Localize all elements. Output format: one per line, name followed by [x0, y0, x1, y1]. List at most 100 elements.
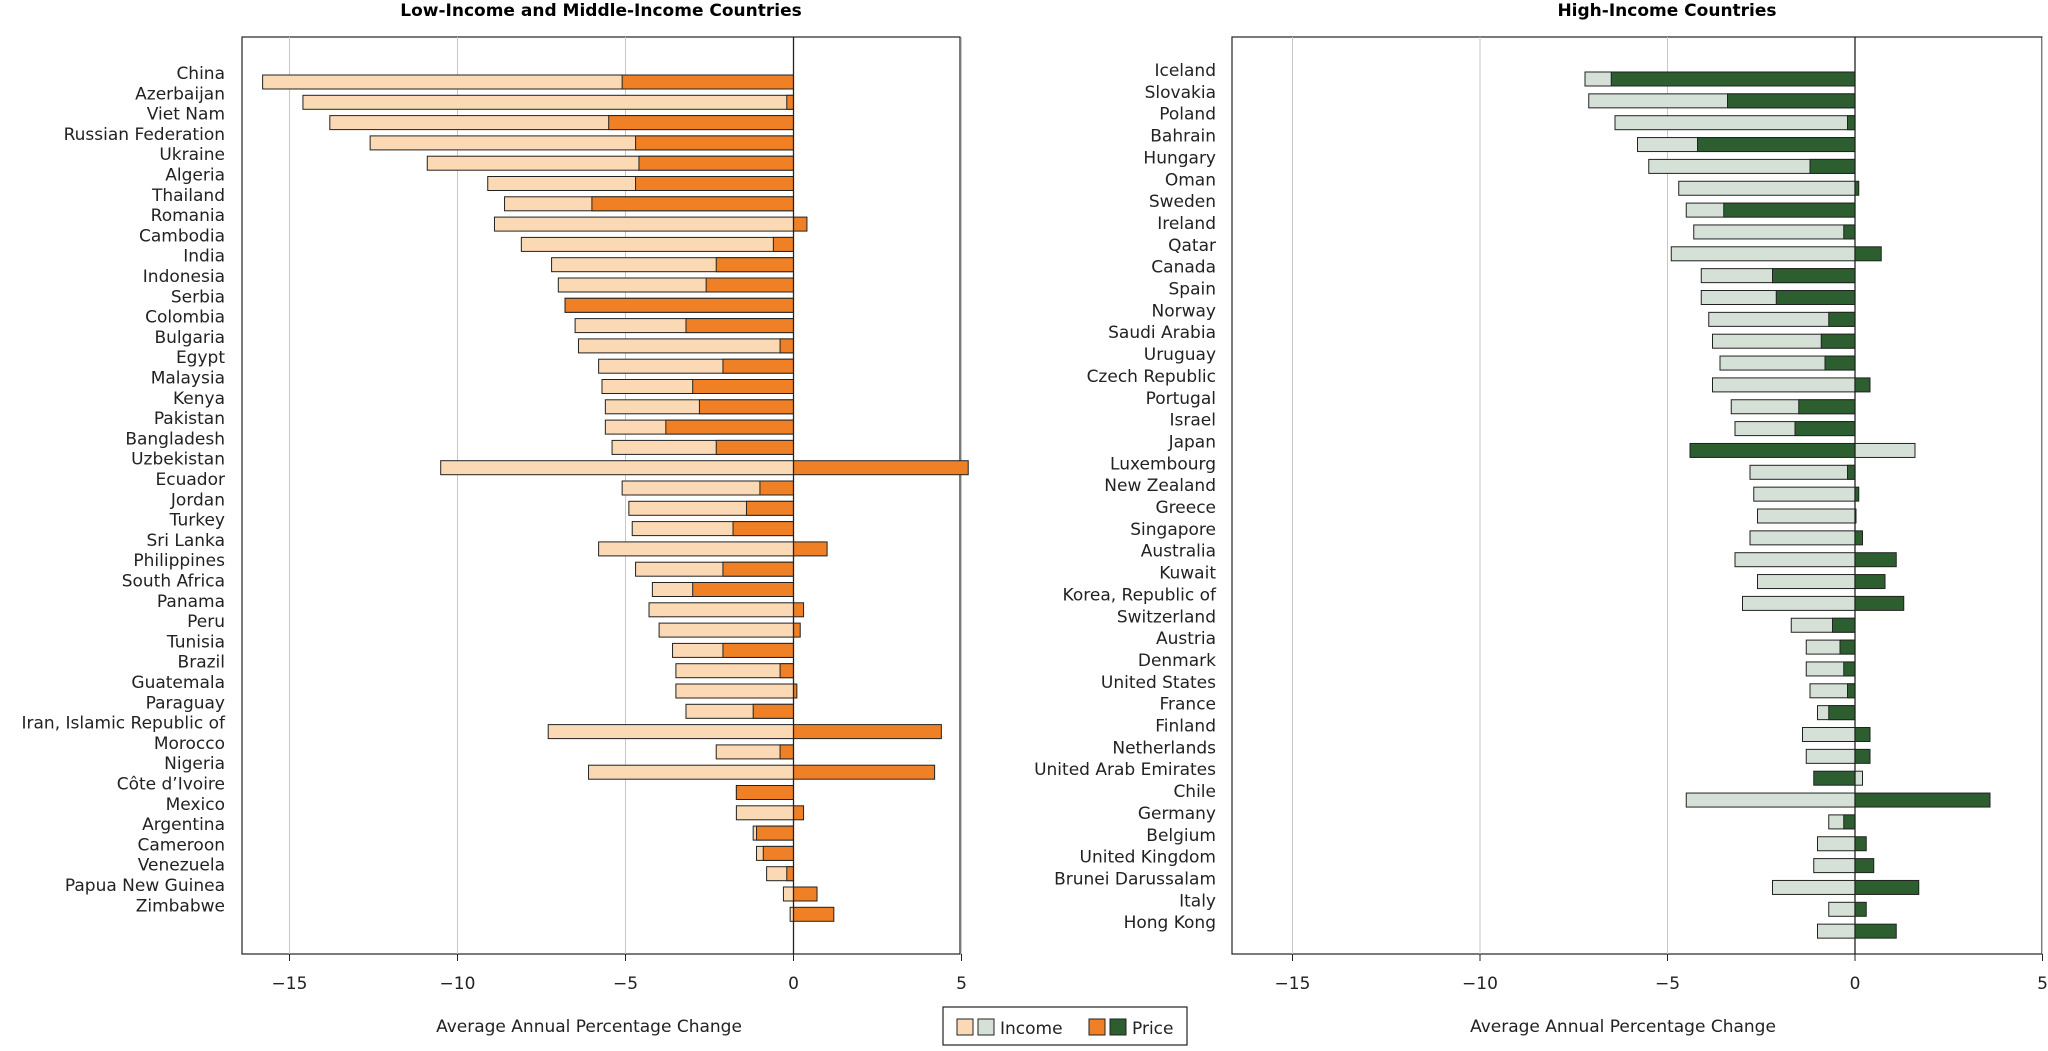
bar-price: [745, 500, 795, 516]
bar-price: [735, 785, 795, 800]
country-label: Algeria: [165, 166, 225, 186]
country-label: Hong Kong: [1124, 913, 1216, 933]
country-label: Serbia: [171, 287, 225, 307]
bar-price: [1854, 552, 1897, 568]
country-label: Venezuela: [138, 856, 225, 876]
country-label: Netherlands: [1112, 738, 1216, 758]
country-label: United Kingdom: [1080, 848, 1216, 868]
country-label: Cambodia: [139, 226, 225, 246]
bar-price: [1813, 770, 1856, 786]
bar-price: [705, 277, 795, 293]
bar-income: [675, 683, 795, 699]
country-label: Saudi Arabia: [1108, 323, 1216, 343]
country-label: Panama: [157, 592, 225, 612]
bar-price: [779, 338, 794, 354]
bar-price: [1854, 836, 1867, 852]
x-tick-label: −10: [440, 974, 476, 994]
bar-income: [1614, 115, 1856, 131]
bar-price: [1727, 93, 1856, 109]
bar-price: [692, 582, 795, 597]
country-label: Turkey: [169, 511, 225, 531]
country-label: Russian Federation: [64, 125, 225, 145]
bar-income: [1802, 727, 1856, 742]
legend-swatch-price-orange: [1088, 1018, 1106, 1036]
country-label: Egypt: [176, 348, 225, 368]
bar-income: [1772, 879, 1856, 895]
country-label: New Zealand: [1104, 476, 1216, 496]
country-label: Paraguay: [146, 693, 225, 713]
country-label: Ukraine: [159, 145, 225, 165]
legend-swatch-income-orange: [956, 1018, 974, 1036]
bar-income: [577, 338, 795, 354]
bar-price: [732, 521, 795, 537]
bar-price: [1854, 595, 1905, 611]
bar-price: [698, 399, 794, 415]
country-label: Finland: [1155, 717, 1216, 737]
country-label: Tunisia: [166, 632, 225, 652]
panel-low-middle-income: Low-Income and Middle-Income Countries C…: [22, 1, 969, 1037]
country-label: Portugal: [1146, 389, 1216, 409]
bar-income: [1753, 486, 1856, 502]
bar-income: [648, 602, 795, 618]
bar-income: [520, 236, 795, 252]
bar-price: [1809, 158, 1856, 174]
country-label: Greece: [1155, 498, 1216, 518]
bar-income: [1749, 464, 1856, 480]
bar-price: [793, 906, 835, 922]
bar-income: [1685, 792, 1856, 808]
country-label: Bulgaria: [155, 328, 226, 348]
country-label: Ecuador: [156, 470, 225, 490]
bar-income: [1817, 923, 1856, 939]
country-label: Philippines: [133, 551, 225, 571]
bar-price: [1854, 792, 1991, 808]
bar-price: [1798, 399, 1856, 415]
bar-price: [786, 94, 795, 110]
bar-price: [715, 439, 794, 455]
country-label: Indonesia: [143, 267, 225, 287]
bar-price: [1697, 137, 1856, 153]
country-label: Hungary: [1143, 148, 1216, 168]
bar-price: [1847, 464, 1856, 480]
x-tick-label: 5: [956, 974, 967, 994]
legend-swatch-price-green: [1109, 1018, 1127, 1036]
x-axis-label-right: Average Annual Percentage Change: [1470, 1017, 1776, 1037]
x-tick-label: 0: [1850, 974, 1861, 994]
country-label: Ireland: [1157, 214, 1216, 234]
country-label: Iran, Islamic Republic of: [22, 714, 227, 734]
bar-price: [1828, 705, 1856, 721]
country-label: Kenya: [173, 389, 225, 409]
country-label: Slovakia: [1145, 83, 1216, 103]
bars-right: [1584, 71, 1991, 939]
legend-label-income: Income: [1000, 1019, 1063, 1039]
country-label: Bangladesh: [125, 429, 225, 449]
bar-price: [1772, 268, 1856, 284]
bar-price: [564, 297, 795, 313]
country-label: Jordan: [170, 490, 225, 510]
x-tick-label: 5: [2037, 974, 2048, 994]
country-label: Zimbabwe: [136, 896, 225, 916]
bar-income: [1678, 180, 1856, 196]
bar-price: [786, 866, 795, 882]
country-label: Brazil: [178, 653, 225, 673]
bar-income: [547, 724, 794, 740]
country-label: Thailand: [151, 186, 225, 206]
bar-price: [759, 480, 795, 496]
bar-price: [1847, 115, 1856, 131]
bar-price: [1689, 442, 1856, 458]
bar-price: [1843, 224, 1856, 240]
bar-price: [793, 460, 969, 476]
country-label: United Arab Emirates: [1034, 760, 1216, 780]
country-label: Guatemala: [131, 673, 225, 693]
chart-title-left: Low-Income and Middle-Income Countries: [400, 1, 801, 21]
bar-price: [793, 602, 805, 618]
bar-price: [722, 561, 794, 577]
bar-income: [1693, 224, 1856, 240]
bar-price: [1854, 858, 1875, 874]
bar-income: [302, 94, 794, 110]
bar-price: [793, 724, 942, 740]
bar-price: [779, 744, 794, 760]
country-label: Qatar: [1168, 236, 1216, 256]
bar-price: [1832, 617, 1856, 633]
